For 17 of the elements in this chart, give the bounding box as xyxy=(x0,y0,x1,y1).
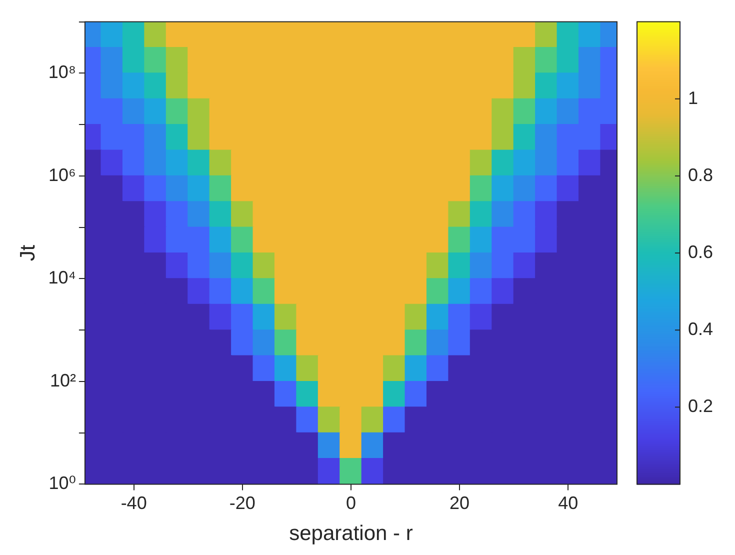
y-tick-label: 10⁰ xyxy=(48,473,76,494)
y-tick-label: 10⁶ xyxy=(48,164,76,185)
x-tick-label: 40 xyxy=(558,492,578,513)
x-tick-label: 20 xyxy=(450,492,470,513)
color-bar-label: 0.4 xyxy=(688,319,714,340)
x-axis-title: separation - r xyxy=(289,522,413,546)
y-tick-label: 10⁴ xyxy=(48,268,76,288)
y-tick-label: 10⁸ xyxy=(48,62,76,82)
x-tick-label: -40 xyxy=(120,492,147,513)
color-bar-label: 0.8 xyxy=(688,164,714,185)
color-bar-label: 0.2 xyxy=(688,396,714,416)
y-tick-label: 10² xyxy=(50,370,76,390)
color-bar-label: 1 xyxy=(688,88,698,108)
color-bar-label: 0.6 xyxy=(688,242,714,262)
x-tick-label: -20 xyxy=(229,492,256,513)
y-axis-title: Jt xyxy=(16,244,40,262)
x-tick-label: 0 xyxy=(346,492,356,513)
